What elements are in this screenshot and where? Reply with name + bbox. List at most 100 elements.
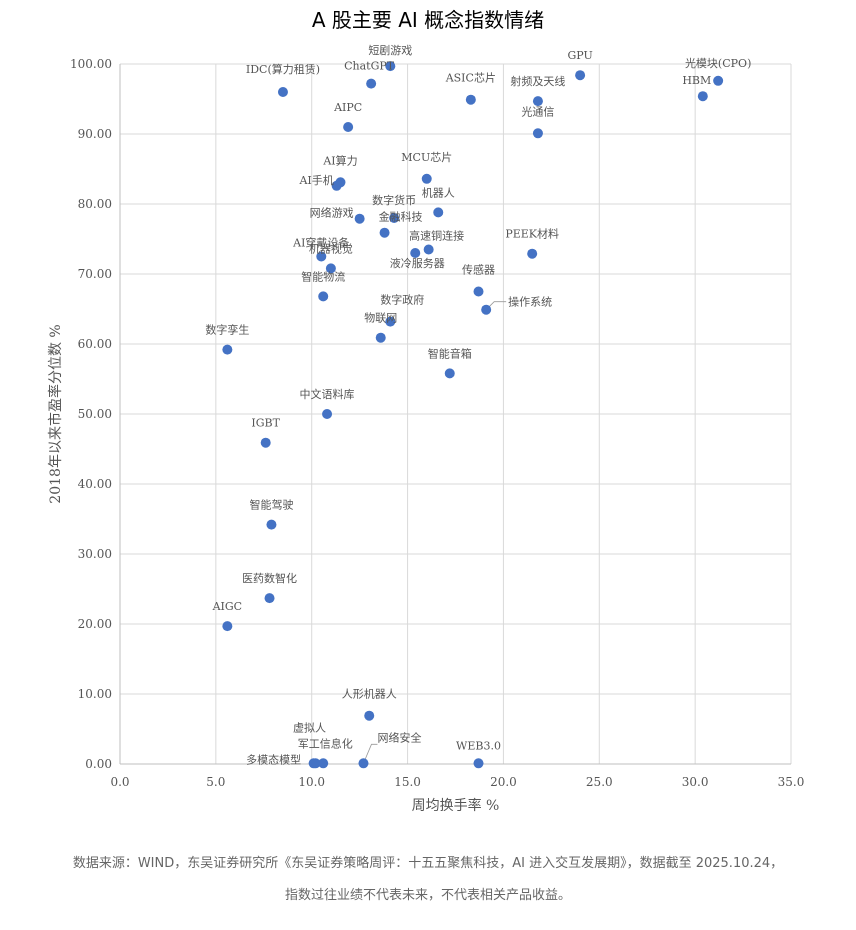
data-point — [266, 519, 277, 530]
point-label: 光通信 — [521, 104, 554, 118]
data-points — [222, 61, 724, 769]
point-label: HBM — [682, 74, 711, 87]
point-label: MCU芯片 — [401, 150, 452, 164]
data-point — [481, 304, 492, 315]
data-point — [264, 593, 275, 604]
x-tick-label: 15.0 — [394, 775, 421, 789]
grid-lines — [119, 63, 792, 765]
y-tick-label: 80.00 — [78, 197, 112, 211]
y-tick-label: 40.00 — [78, 477, 112, 491]
data-point — [358, 758, 369, 769]
data-point — [385, 61, 396, 72]
point-label: 操作系统 — [508, 295, 552, 309]
point-label: AI穿戴设备 — [292, 236, 349, 250]
y-tick-labels: 0.00 10.00 20.00 30.00 40.00 50.00 60.00 70.00 8… — [70, 57, 112, 771]
data-point — [379, 227, 390, 238]
point-label: 数字政府 — [380, 293, 424, 307]
footnote-disclaimer: 指数过往业绩不代表未来，不代表相关产品收益。 — [284, 888, 571, 903]
point-label: AIPC — [333, 101, 362, 114]
y-tick-label: 10.00 — [78, 687, 112, 701]
data-point — [222, 344, 233, 355]
x-tick-label: 20.0 — [490, 775, 517, 789]
point-label: AI算力 — [322, 153, 357, 167]
point-label: 智能音箱 — [428, 346, 472, 360]
point-label: 军工信息化 — [298, 736, 353, 750]
data-point — [697, 91, 708, 102]
y-axis-title: 2018年以来市盈率分位数 % — [47, 324, 64, 503]
point-label: 网络安全 — [377, 730, 421, 744]
data-point — [575, 70, 586, 81]
point-label: 传感器 — [462, 264, 495, 277]
point-label: 短剧游戏 — [368, 43, 412, 57]
x-axis-title: 周均换手率 % — [412, 797, 500, 814]
x-tick-label: 5.0 — [206, 775, 225, 789]
point-label: 人形机器人 — [342, 687, 397, 701]
data-point — [316, 251, 327, 262]
point-label: 液冷服务器 — [390, 256, 445, 270]
data-point — [277, 87, 288, 97]
data-point — [318, 291, 329, 302]
point-label: 物联网 — [364, 311, 397, 325]
data-point — [318, 758, 329, 769]
point-label: AI手机 — [298, 173, 333, 187]
y-tick-label: 50.00 — [78, 407, 112, 421]
point-label: 中文语料库 — [300, 387, 355, 401]
data-point — [364, 710, 375, 721]
scatter-chart: 0.00 10.00 20.00 30.00 40.00 50.00 60.00 70.00 8… — [47, 43, 804, 814]
chart-title: A 股主要 AI 概念指数情绪 — [311, 8, 545, 32]
point-label: 数字孪生 — [205, 323, 249, 337]
point-label: 多模态模型 — [246, 752, 301, 766]
y-tick-label: 90.00 — [78, 127, 112, 141]
data-point — [331, 180, 342, 191]
point-label: 机器视觉 — [309, 241, 353, 255]
point-label: 医药数智化 — [242, 571, 297, 585]
point-label: 虚拟人 — [293, 720, 326, 734]
data-point — [423, 244, 434, 255]
data-point — [325, 263, 336, 274]
point-labels: 短剧游戏 ChatGPT IDC(算力租赁) GPU 光模块(CPO) HBM ASIC芯片… — [205, 43, 751, 766]
data-point — [389, 213, 400, 223]
x-tick-labels: 0.0 5.0 10.0 15.0 20.0 25.0 30.0 35.0 — [110, 775, 804, 789]
x-tick-label: 30.0 — [682, 775, 709, 789]
y-tick-label: 100.00 — [70, 57, 112, 71]
point-label: 智能驾驶 — [249, 498, 293, 512]
point-label: 光模块(CPO) — [685, 56, 751, 70]
point-label: ASIC芯片 — [445, 71, 496, 85]
x-tick-label: 25.0 — [586, 775, 613, 789]
y-tick-label: 70.00 — [78, 267, 112, 281]
point-label: 智能物流 — [301, 269, 345, 283]
y-tick-label: 60.00 — [78, 337, 112, 351]
x-tick-label: 35.0 — [778, 775, 805, 789]
y-tick-label: 20.00 — [78, 617, 112, 631]
data-point — [532, 128, 543, 139]
data-point — [375, 332, 386, 343]
point-label: ChatGPT — [344, 60, 395, 73]
data-point — [410, 248, 421, 258]
data-point — [366, 78, 377, 89]
data-point — [433, 207, 444, 218]
data-point — [322, 409, 333, 419]
data-point — [532, 96, 543, 107]
leader-line — [363, 743, 378, 764]
data-point — [308, 758, 319, 769]
data-point — [473, 758, 484, 769]
point-label: IGBT — [251, 417, 280, 430]
point-label: 机器人 — [422, 185, 455, 199]
point-label: WEB3.0 — [456, 739, 501, 752]
y-tick-label: 30.00 — [78, 547, 112, 561]
data-point — [260, 437, 271, 448]
point-label: PEEK材料 — [505, 227, 559, 241]
point-label: GPU — [567, 49, 592, 62]
data-point — [343, 122, 354, 132]
point-label: 网络游戏 — [310, 206, 354, 220]
point-label: 高速铜连接 — [409, 229, 464, 243]
point-label: AIGC — [212, 600, 243, 613]
data-point — [385, 316, 396, 327]
point-label: 金融科技 — [379, 210, 423, 224]
data-point — [421, 173, 432, 184]
x-tick-label: 0.0 — [110, 775, 129, 789]
data-point — [527, 248, 538, 259]
data-point — [222, 621, 233, 632]
data-point — [354, 213, 365, 224]
y-tick-label: 0.00 — [85, 757, 112, 771]
